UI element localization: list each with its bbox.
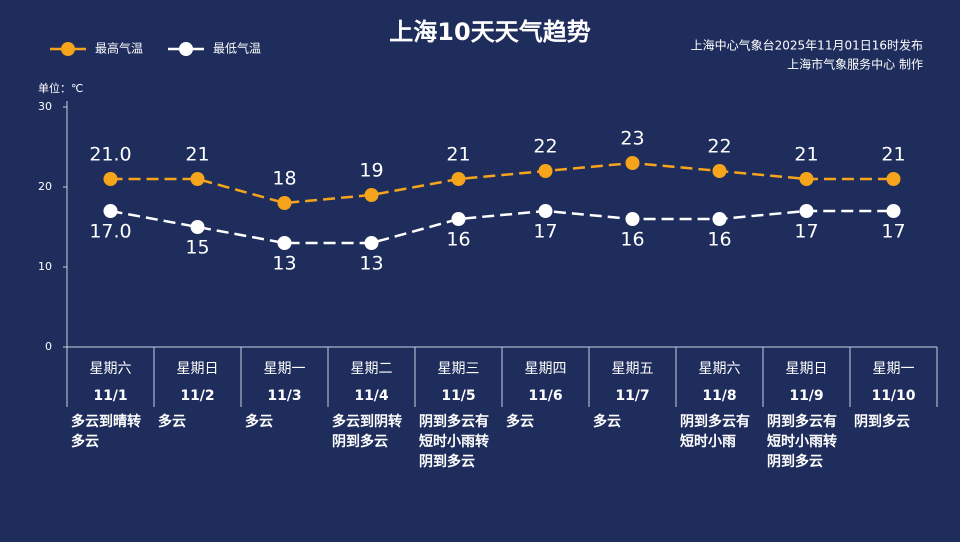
point xyxy=(886,172,901,186)
point xyxy=(103,172,118,186)
point xyxy=(364,188,379,202)
point xyxy=(799,204,814,218)
weekday-label: 星期日 xyxy=(177,361,219,377)
subtitle: 上海中心气象台2025年11月01日16时发布 xyxy=(691,38,923,53)
weekday-label: 星期日 xyxy=(786,361,828,377)
value-label: 17 xyxy=(533,221,557,243)
chart-title: 上海10天天气趋势 xyxy=(389,18,590,46)
value-label: 21 xyxy=(185,144,209,166)
x-tick-label: 11/5 xyxy=(441,388,475,404)
point xyxy=(277,196,292,210)
point xyxy=(364,236,379,250)
x-tick-label: 11/7 xyxy=(615,388,649,404)
weather-text: 多云 xyxy=(593,413,621,430)
weekday-label: 星期三 xyxy=(438,361,480,377)
y-axis-label: 单位：℃ xyxy=(38,81,83,95)
point xyxy=(277,236,292,250)
value-label: 15 xyxy=(185,237,209,259)
point xyxy=(712,164,727,178)
weather-text: 短时小雨转 xyxy=(419,433,489,450)
point xyxy=(538,204,553,218)
weather-text: 阴到多云 xyxy=(332,433,388,450)
value-label: 13 xyxy=(272,253,296,275)
point xyxy=(451,212,466,226)
weather-text: 多云到阴转 xyxy=(332,413,402,430)
point xyxy=(190,220,205,234)
weather-text: 阴到多云有 xyxy=(680,413,750,430)
value-label: 18 xyxy=(272,168,296,190)
value-label: 17 xyxy=(794,221,818,243)
weekday-label: 星期五 xyxy=(612,361,654,377)
weather-text: 阴到多云 xyxy=(419,453,475,470)
value-label: 16 xyxy=(707,229,731,251)
value-label: 22 xyxy=(533,136,557,158)
weekday-label: 星期二 xyxy=(351,361,393,377)
value-label: 16 xyxy=(620,229,644,251)
y-tick-label: 10 xyxy=(38,260,52,273)
point xyxy=(712,212,727,226)
weather-text: 阴到多云 xyxy=(767,453,823,470)
value-label: 21.0 xyxy=(89,144,131,166)
x-tick-label: 11/10 xyxy=(871,388,915,404)
y-tick-label: 0 xyxy=(45,340,52,353)
point xyxy=(625,156,640,170)
value-label: 22 xyxy=(707,136,731,158)
legend-marker xyxy=(179,42,193,56)
point xyxy=(538,164,553,178)
value-label: 21 xyxy=(446,144,470,166)
x-tick-label: 11/6 xyxy=(528,388,562,404)
y-tick-label: 20 xyxy=(38,180,52,193)
point xyxy=(190,172,205,186)
value-label: 16 xyxy=(446,229,470,251)
weekday-label: 星期六 xyxy=(699,361,741,377)
series-line xyxy=(110,161,894,205)
weather-text: 阴到多云有 xyxy=(419,413,489,430)
y-tick-label: 30 xyxy=(38,100,52,113)
value-label: 21 xyxy=(794,144,818,166)
legend-label: 最低气温 xyxy=(213,41,261,56)
value-label: 19 xyxy=(359,160,383,182)
legend-label: 最高气温 xyxy=(95,41,143,56)
weekday-label: 星期一 xyxy=(264,361,306,377)
weather-text: 多云 xyxy=(245,413,273,430)
x-tick-label: 11/2 xyxy=(180,388,214,404)
weather-text: 多云 xyxy=(158,413,186,430)
weather-text: 阴到多云 xyxy=(854,413,910,430)
weather-text: 多云 xyxy=(71,433,99,450)
point xyxy=(451,172,466,186)
x-tick-label: 11/8 xyxy=(702,388,736,404)
x-tick-label: 11/4 xyxy=(354,388,389,404)
value-label: 17 xyxy=(881,221,905,243)
legend-marker xyxy=(61,42,75,56)
value-label: 13 xyxy=(359,253,383,275)
weekday-label: 星期四 xyxy=(525,361,567,377)
x-tick-label: 11/3 xyxy=(267,388,301,404)
value-label: 17.0 xyxy=(89,221,131,243)
weather-text: 短时小雨转 xyxy=(767,433,837,450)
value-label: 21 xyxy=(881,144,905,166)
weather-text: 多云到晴转 xyxy=(71,413,141,430)
point xyxy=(886,204,901,218)
weather-text: 短时小雨 xyxy=(680,433,736,450)
weather-text: 多云 xyxy=(506,413,534,430)
weekday-label: 星期六 xyxy=(90,361,132,377)
x-tick-label: 11/9 xyxy=(789,388,823,404)
weekday-label: 星期一 xyxy=(873,361,915,377)
weather-text: 阴到多云有 xyxy=(767,413,837,430)
x-tick-label: 11/1 xyxy=(93,388,127,404)
point xyxy=(625,212,640,226)
value-label: 23 xyxy=(620,128,644,150)
series-line xyxy=(110,209,894,245)
point xyxy=(103,204,118,218)
point xyxy=(799,172,814,186)
subtitle: 上海市气象服务中心 制作 xyxy=(787,57,923,72)
